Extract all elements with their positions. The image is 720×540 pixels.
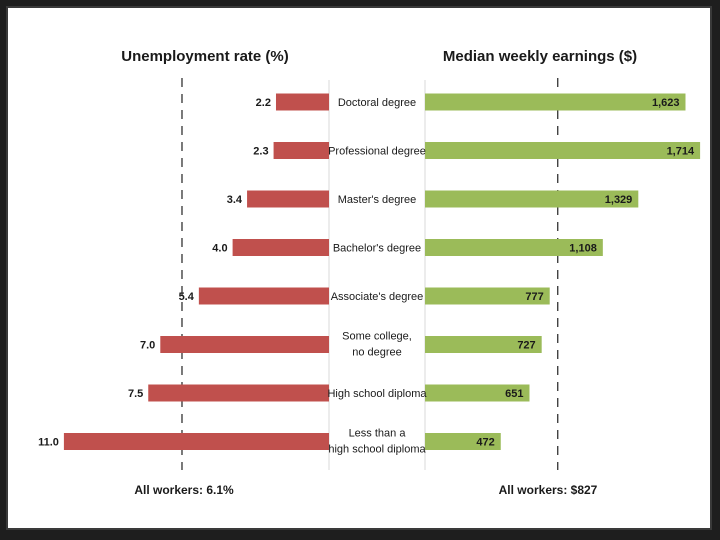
category-label: Professional degree	[328, 146, 426, 158]
divider-lines	[181, 78, 559, 470]
earnings-value-label: 1,714	[667, 146, 695, 158]
category-label: High school diploma	[327, 388, 427, 400]
earnings-bar	[425, 336, 542, 353]
category-label: Some college,	[342, 331, 412, 343]
unemployment-bars: 2.2 2.3 3.4 4.0 5.4 7.0 7.5 11.0	[38, 93, 330, 450]
unemployment-value-label: 2.3	[253, 146, 268, 158]
unemployment-bar	[275, 93, 329, 111]
unemployment-bar	[247, 190, 329, 208]
right-chart-title: Median weekly earnings ($)	[443, 48, 637, 65]
earnings-bars: 1,623 1,714 1,329 1,108 777 727 651 472	[425, 93, 701, 450]
right-reference-label: All workers: $827	[499, 483, 598, 497]
earnings-value-label: 727	[517, 340, 535, 352]
earnings-bar	[425, 433, 501, 450]
unemployment-value-label: 5.4	[179, 291, 195, 303]
unemployment-bar	[198, 287, 329, 305]
unemployment-value-label: 4.0	[212, 243, 227, 255]
earnings-bar	[425, 142, 701, 159]
earnings-value-label: 1,108	[569, 243, 597, 255]
earnings-value-label: 651	[505, 388, 523, 400]
earnings-bar	[425, 239, 603, 256]
category-label: Bachelor's degree	[333, 243, 421, 255]
unemployment-bar	[63, 433, 330, 450]
unemployment-value-label: 7.5	[128, 388, 143, 400]
unemployment-value-label: 11.0	[38, 437, 59, 449]
education-chart: Unemployment rate (%) Median weekly earn…	[38, 48, 701, 497]
unemployment-bar	[160, 336, 329, 353]
category-label: Master's degree	[338, 194, 417, 206]
earnings-value-label: 472	[476, 437, 494, 449]
earnings-value-label: 777	[525, 291, 543, 303]
category-label: no degree	[352, 347, 402, 359]
unemployment-bar	[273, 142, 329, 159]
unemployment-value-label: 2.2	[256, 97, 271, 109]
earnings-bar	[425, 190, 639, 208]
left-chart-title: Unemployment rate (%)	[121, 48, 289, 65]
unemployment-bar	[148, 384, 329, 402]
earnings-value-label: 1,329	[605, 194, 633, 206]
category-label: Associate's degree	[331, 291, 424, 303]
earnings-bar	[425, 287, 550, 305]
earnings-bar	[425, 384, 530, 402]
unemployment-bar	[232, 239, 329, 256]
earnings-value-label: 1,623	[652, 97, 680, 109]
category-label: high school diploma	[328, 444, 426, 456]
unemployment-value-label: 7.0	[140, 340, 155, 352]
earnings-bar	[425, 93, 686, 111]
slide: Unemployment rate (%) Median weekly earn…	[8, 8, 710, 528]
left-reference-label: All workers: 6.1%	[134, 483, 234, 497]
category-labels: Doctoral degree Professional degree Master…	[327, 97, 427, 456]
unemployment-value-label: 3.4	[227, 194, 243, 206]
category-label: Doctoral degree	[338, 97, 416, 109]
category-label: Less than a	[349, 428, 407, 440]
